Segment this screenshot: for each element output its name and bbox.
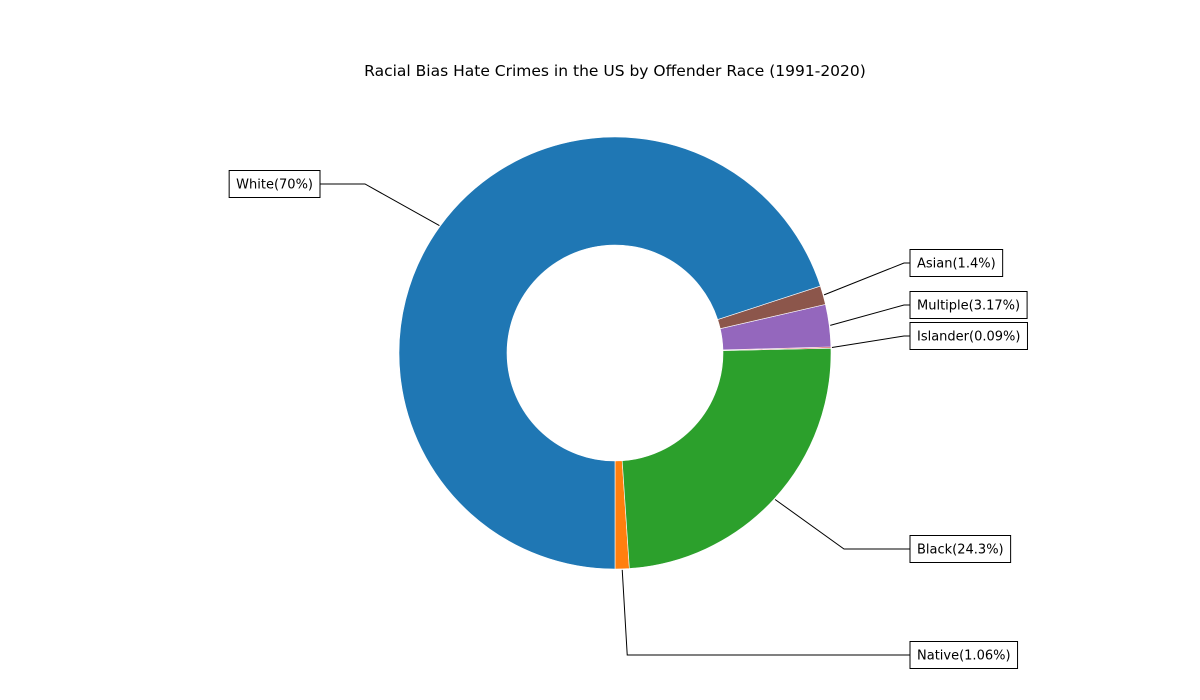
label-white: White(70%) [228,170,440,226]
label-text-black: Black(24.3%) [917,543,1004,558]
slice-white [398,136,821,570]
label-asian: Asian(1.4%) [823,249,1004,296]
leader-line-black [774,499,910,550]
label-text-multiple: Multiple(3.17%) [917,299,1020,314]
slice-group [398,136,832,570]
leader-line-native [621,569,910,656]
leader-line-islander [831,335,910,349]
chart-title: Racial Bias Hate Crimes in the US by Off… [364,62,866,80]
label-box-islander [909,322,1028,350]
label-text-native: Native(1.06%) [917,649,1011,664]
leader-line-asian [823,262,910,296]
label-multiple: Multiple(3.17%) [830,291,1028,326]
label-text-asian: Asian(1.4%) [917,257,996,272]
label-islander: Islander(0.09%) [831,322,1028,350]
slice-black [621,347,832,569]
label-box-multiple [909,291,1028,319]
leader-line-white [320,183,440,226]
label-box-asian [909,249,1004,277]
label-text-white: White(70%) [236,178,313,193]
label-native: Native(1.06%) [621,569,1019,669]
label-box-white [228,170,321,198]
label-box-native [909,641,1019,669]
label-box-black [909,535,1012,563]
label-group: Native(1.06%) Black(24.3%) Islander(0.09%)… [228,170,1028,669]
label-text-islander: Islander(0.09%) [917,330,1020,345]
label-black: Black(24.3%) [774,499,1012,563]
leader-line-multiple [830,304,910,326]
